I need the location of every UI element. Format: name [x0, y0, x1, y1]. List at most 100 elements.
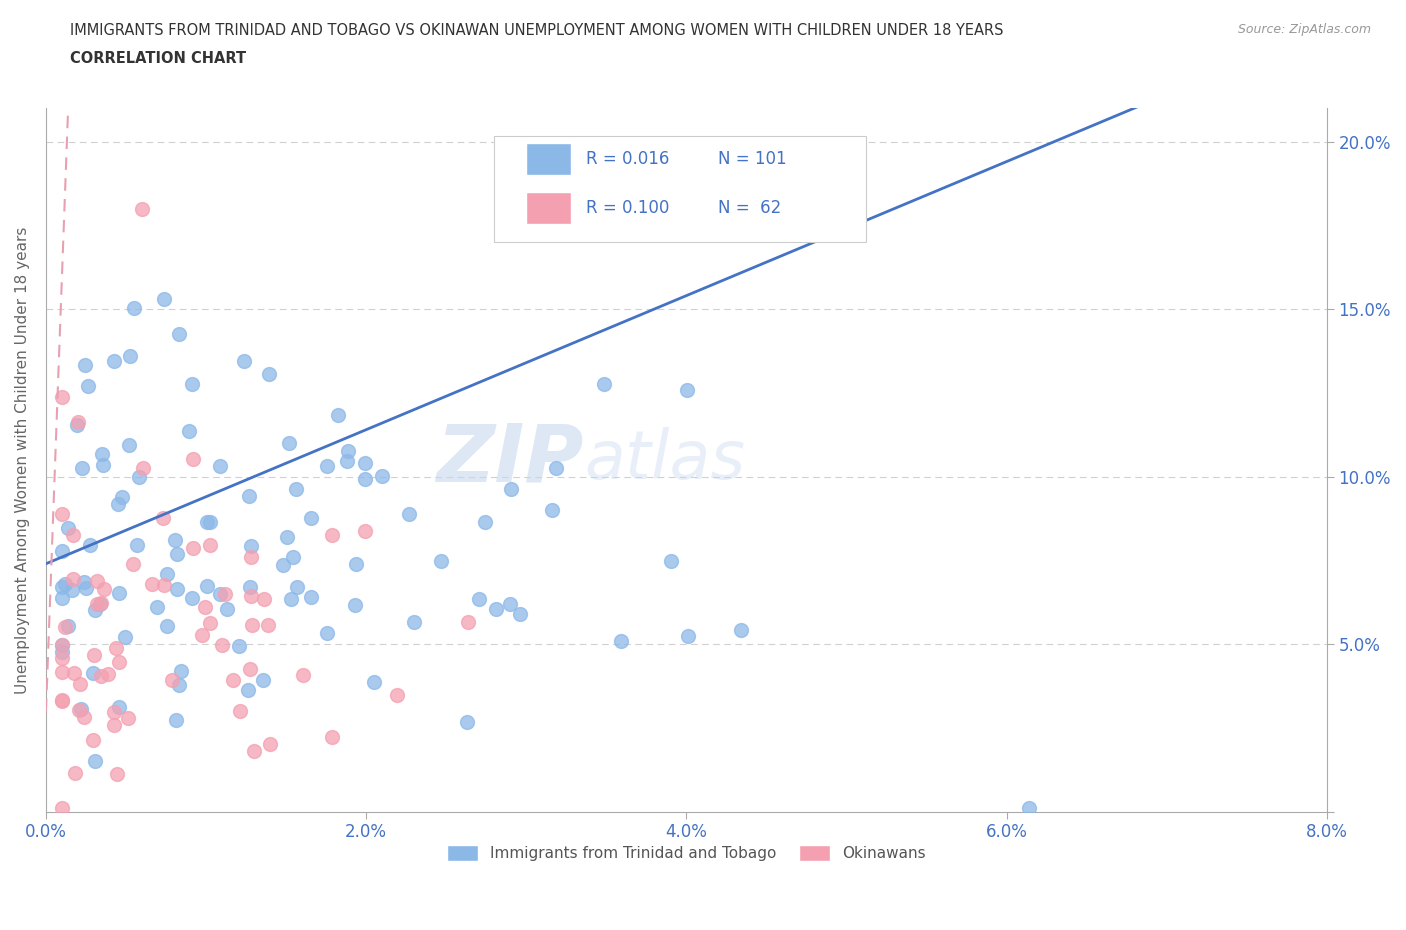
- Point: [181, 591, 204, 605]
- Point: [141, 577, 163, 591]
- Point: [153, 291, 176, 306]
- Point: [253, 591, 276, 606]
- Point: [107, 497, 129, 512]
- Point: [128, 470, 150, 485]
- Point: [167, 678, 190, 693]
- Text: R = 0.016: R = 0.016: [586, 150, 669, 168]
- Point: [86, 596, 108, 611]
- Point: [354, 456, 377, 471]
- Point: [107, 586, 129, 601]
- Point: [208, 458, 231, 473]
- Point: [328, 408, 350, 423]
- Point: [86, 573, 108, 588]
- Point: [73, 357, 96, 372]
- Point: [66, 418, 89, 432]
- Point: [96, 666, 118, 681]
- Point: [89, 596, 111, 611]
- Point: [198, 615, 221, 630]
- Point: [259, 737, 281, 751]
- Point: [79, 538, 101, 552]
- Point: [281, 550, 304, 565]
- Point: [62, 527, 84, 542]
- FancyBboxPatch shape: [526, 193, 571, 224]
- Point: [484, 602, 506, 617]
- Point: [51, 591, 73, 605]
- Point: [166, 582, 188, 597]
- Point: [108, 655, 131, 670]
- Point: [56, 521, 79, 536]
- Point: [105, 766, 128, 781]
- Point: [285, 579, 308, 594]
- Point: [122, 300, 145, 315]
- Point: [198, 538, 221, 552]
- Point: [181, 452, 204, 467]
- Point: [63, 665, 86, 680]
- Point: [301, 511, 323, 525]
- Text: IMMIGRANTS FROM TRINIDAD AND TOBAGO VS OKINAWAN UNEMPLOYMENT AMONG WOMEN WITH CH: IMMIGRANTS FROM TRINIDAD AND TOBAGO VS O…: [70, 23, 1004, 38]
- Point: [239, 579, 262, 594]
- Point: [335, 453, 357, 468]
- Point: [232, 353, 254, 368]
- Point: [541, 503, 564, 518]
- Point: [236, 683, 259, 698]
- Point: [180, 376, 202, 391]
- Point: [53, 577, 76, 591]
- Point: [211, 638, 233, 653]
- Point: [153, 578, 176, 592]
- Point: [229, 703, 252, 718]
- Point: [70, 701, 93, 716]
- Point: [53, 619, 76, 634]
- Point: [118, 438, 141, 453]
- Point: [166, 547, 188, 562]
- Point: [69, 676, 91, 691]
- Point: [90, 595, 112, 610]
- Point: [93, 581, 115, 596]
- Point: [82, 665, 104, 680]
- Point: [257, 618, 280, 632]
- Point: [67, 415, 90, 430]
- Point: [179, 423, 201, 438]
- Point: [321, 527, 343, 542]
- Point: [214, 587, 236, 602]
- Point: [62, 572, 84, 587]
- Point: [371, 468, 394, 483]
- Text: atlas: atlas: [583, 427, 745, 493]
- Point: [146, 600, 169, 615]
- Point: [385, 687, 408, 702]
- Point: [238, 488, 260, 503]
- Point: [104, 641, 127, 656]
- Point: [402, 615, 425, 630]
- Text: Source: ZipAtlas.com: Source: ZipAtlas.com: [1237, 23, 1371, 36]
- Point: [544, 460, 567, 475]
- Point: [730, 622, 752, 637]
- Point: [90, 669, 112, 684]
- Point: [676, 629, 699, 644]
- Point: [75, 581, 97, 596]
- Point: [197, 578, 219, 593]
- Point: [93, 458, 115, 472]
- Point: [90, 446, 112, 461]
- Point: [195, 514, 218, 529]
- Point: [228, 639, 250, 654]
- Point: [51, 694, 73, 709]
- Point: [285, 482, 308, 497]
- Point: [160, 673, 183, 688]
- Point: [131, 460, 153, 475]
- Point: [239, 661, 262, 676]
- Point: [676, 382, 699, 397]
- Point: [103, 353, 125, 368]
- Point: [593, 377, 616, 392]
- Point: [316, 626, 339, 641]
- Point: [659, 554, 682, 569]
- Point: [292, 668, 315, 683]
- Point: [252, 673, 274, 688]
- Point: [273, 558, 295, 573]
- Point: [108, 700, 131, 715]
- Point: [114, 630, 136, 644]
- Point: [343, 598, 366, 613]
- Point: [215, 602, 238, 617]
- Point: [167, 327, 190, 342]
- Point: [240, 618, 263, 632]
- Point: [354, 524, 377, 538]
- Point: [76, 379, 98, 393]
